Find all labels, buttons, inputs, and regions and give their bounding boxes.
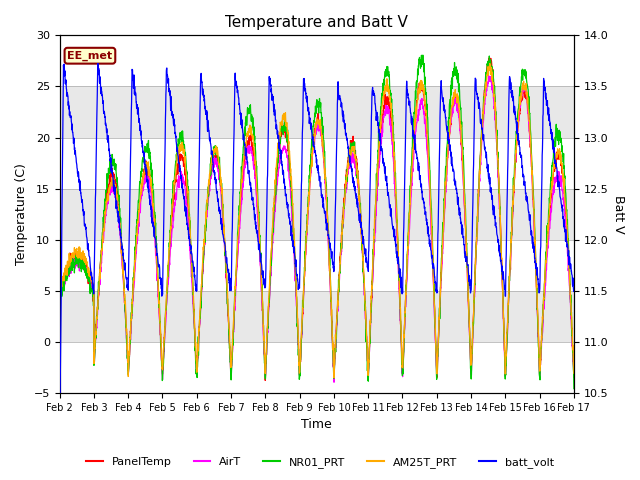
Bar xyxy=(60,291,574,342)
Bar xyxy=(60,138,574,189)
Y-axis label: Temperature (C): Temperature (C) xyxy=(15,163,28,265)
Bar xyxy=(60,189,574,240)
Text: EE_met: EE_met xyxy=(67,50,113,61)
Bar xyxy=(60,240,574,291)
Legend: PanelTemp, AirT, NR01_PRT, AM25T_PRT, batt_volt: PanelTemp, AirT, NR01_PRT, AM25T_PRT, ba… xyxy=(81,452,559,472)
X-axis label: Time: Time xyxy=(301,419,332,432)
Bar xyxy=(60,36,574,86)
Bar xyxy=(60,342,574,393)
Bar xyxy=(60,86,574,138)
Title: Temperature and Batt V: Temperature and Batt V xyxy=(225,15,408,30)
Y-axis label: Batt V: Batt V xyxy=(612,195,625,234)
